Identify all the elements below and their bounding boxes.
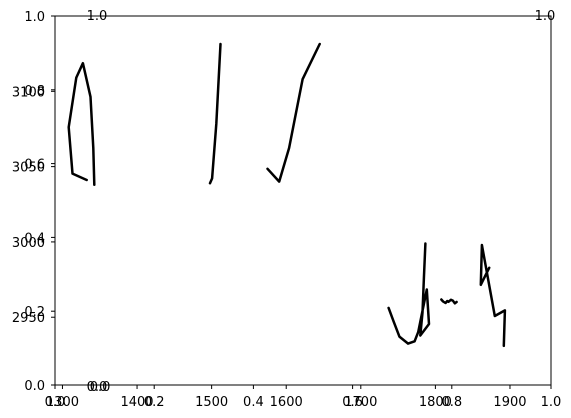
x-axis-tick-label: 1800 [419, 395, 452, 410]
frame-x-tick-label: 0.8 [441, 395, 462, 410]
frame-y-tick-label: 0.0 [24, 379, 45, 394]
frame-x-tick-label: 0.6 [342, 395, 363, 410]
axes-frame [54, 15, 552, 386]
y-axis-tick-label: 3050 [12, 161, 45, 176]
series-line-3 [266, 42, 321, 183]
frame-x-tick-label: 1.0 [541, 395, 562, 410]
frame-x-tick-label: 0.0 [45, 395, 66, 410]
x-axis-tick-label: 1400 [120, 395, 153, 410]
inset-y-tick-label: 1.0 [87, 9, 108, 24]
data-layer [67, 42, 507, 348]
axes-layer [51, 15, 552, 389]
x-axis-tick-label: 1300 [46, 395, 79, 410]
series-line-2 [208, 42, 222, 185]
frame-x-tick-label: 0.4 [243, 395, 264, 410]
inset-x-tick-label: 1.0 [535, 9, 556, 24]
frame-x-tick-label: 0.2 [144, 395, 165, 410]
series-line-5 [440, 298, 458, 305]
series-line-6 [479, 243, 507, 348]
frame-y-tick-label: 0.4 [24, 231, 45, 246]
x-axis-tick-label: 1700 [344, 395, 377, 410]
frame-y-tick-label: 0.8 [24, 84, 45, 99]
series-line-1 [67, 61, 96, 187]
frame-y-tick-label: 0.6 [24, 158, 45, 173]
series-line-4 [387, 242, 431, 345]
tick-labels-layer: 0.0 0.2 0.4 0.6 0.8 1.0 0.0 0.2 0.4 0.6 0.8 1.0 1300… [12, 9, 561, 410]
inset-x-tick-label: 0.0 [90, 380, 111, 395]
y-axis-tick-label: 3000 [12, 236, 45, 251]
inset-y-tick-label: 0.0 [87, 380, 108, 395]
x-axis-tick-label: 1500 [195, 395, 228, 410]
y-axis-tick-label: 2950 [12, 311, 45, 326]
plot-area [55, 16, 551, 385]
frame-y-tick-label: 1.0 [24, 10, 45, 25]
x-axis-tick-label: 1900 [493, 395, 526, 410]
frame-y-tick-label: 0.2 [24, 305, 45, 320]
x-axis-tick-label: 1600 [270, 395, 303, 410]
y-axis-tick-label: 3100 [12, 85, 45, 100]
